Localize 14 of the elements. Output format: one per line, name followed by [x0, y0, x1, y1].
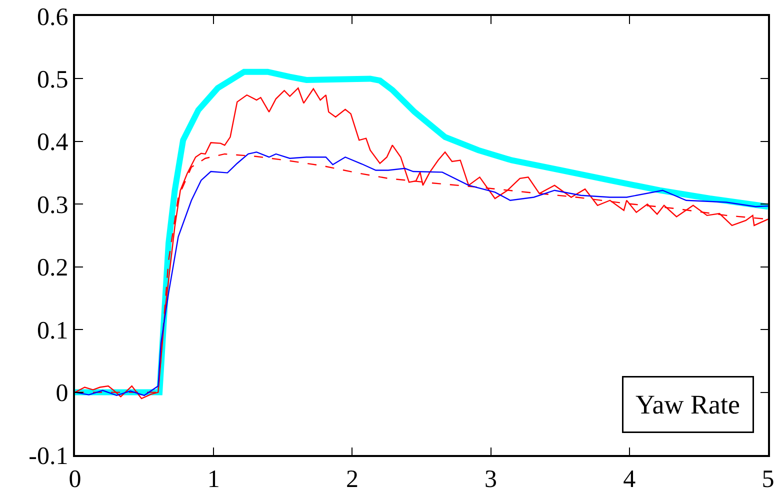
x-tick-label: 3	[484, 466, 498, 493]
y-tick-label: 0	[56, 380, 68, 408]
x-tick-label: 4	[623, 466, 636, 493]
y-tick-label: 0.1	[37, 317, 68, 344]
x-tick-label: 1	[207, 466, 220, 493]
x-tick-label: 2	[346, 466, 358, 493]
y-tick-label: 0.6	[37, 4, 68, 31]
y-tick-label: 0.5	[37, 66, 68, 94]
y-tick-label: 0.2	[37, 254, 68, 282]
y-tick-label: -0.1	[28, 442, 68, 470]
y-tick-label: 0.3	[37, 192, 68, 219]
y-tick-label: 0.4	[37, 129, 69, 156]
x-tick-label: 5	[762, 466, 774, 493]
annotation: Yaw Rate	[636, 390, 740, 420]
